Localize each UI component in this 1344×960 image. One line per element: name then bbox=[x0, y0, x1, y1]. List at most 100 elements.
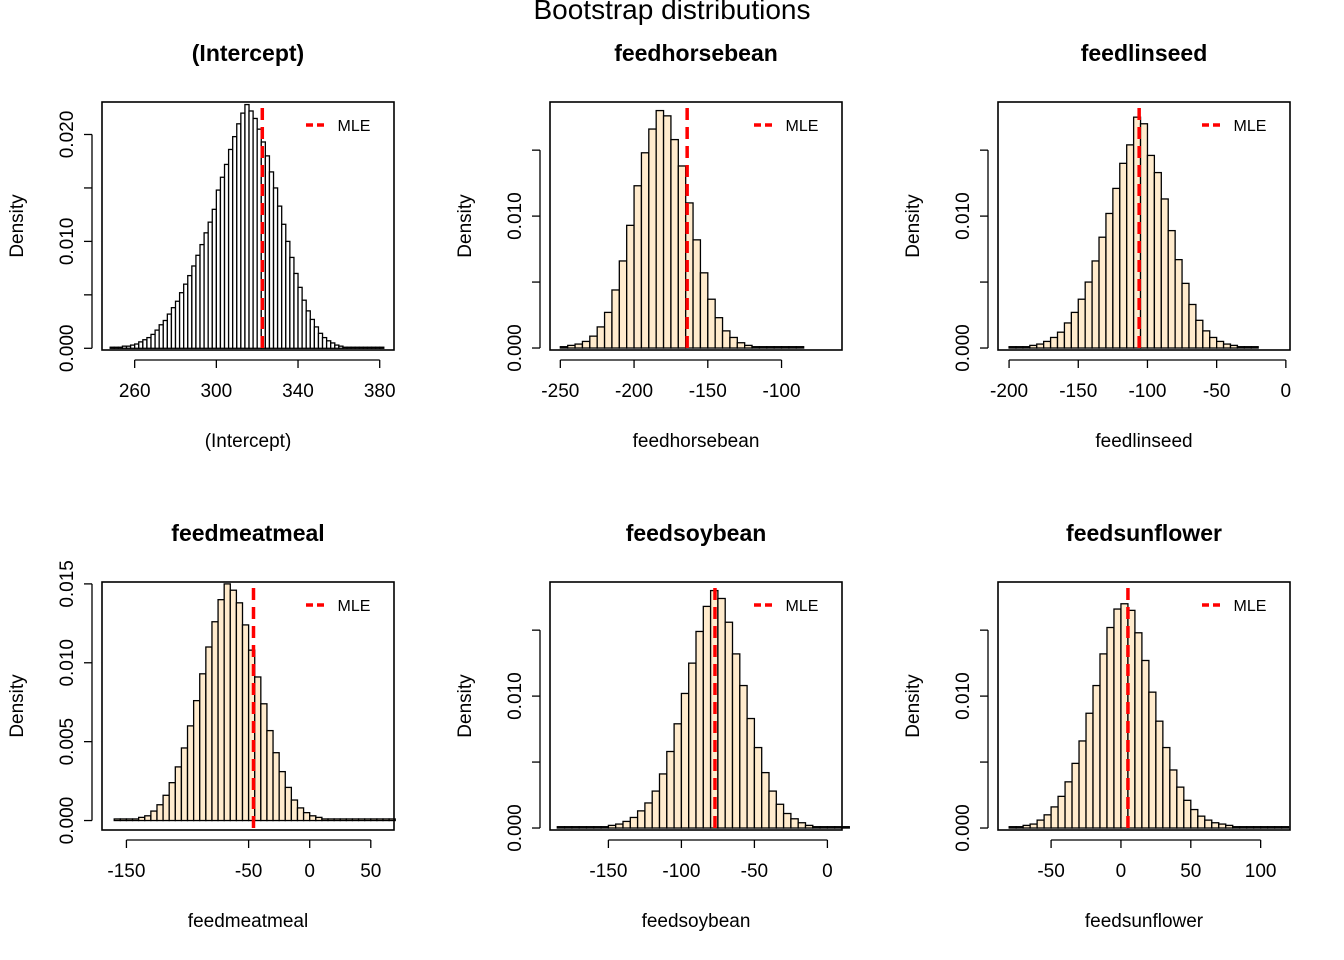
histogram-bar bbox=[309, 815, 317, 822]
legend-label: MLE bbox=[338, 598, 371, 615]
histogram-bar bbox=[673, 723, 683, 829]
x-tick-label: 50 bbox=[360, 861, 381, 882]
histogram-bar bbox=[192, 699, 201, 822]
histogram-bar bbox=[1085, 712, 1094, 829]
histogram-bar bbox=[321, 818, 329, 822]
histogram-bar bbox=[1036, 343, 1045, 349]
histogram-bar bbox=[626, 224, 635, 349]
legend-label: MLE bbox=[786, 598, 819, 615]
y-axis-label: Density bbox=[903, 194, 924, 258]
histogram-bar bbox=[205, 646, 213, 822]
histogram-bar bbox=[235, 602, 244, 822]
y-tick-label: 0.010 bbox=[953, 672, 974, 720]
histogram-bar bbox=[758, 346, 768, 349]
histogram-bar bbox=[260, 703, 268, 822]
histogram-bar bbox=[1236, 346, 1245, 349]
histogram-bar bbox=[229, 589, 238, 822]
histogram-bar bbox=[1036, 819, 1045, 829]
x-tick-label: -150 bbox=[107, 861, 145, 882]
panel-5: MLE feedsoybean -150 -100 -50 0 feedsoybean 0.0… bbox=[455, 520, 850, 932]
histogram-bar bbox=[1176, 786, 1185, 829]
histogram-bar bbox=[790, 818, 799, 829]
histogram-bar bbox=[1204, 819, 1213, 829]
histogram-bar bbox=[1155, 720, 1164, 829]
histogram-bar bbox=[578, 826, 588, 829]
histogram-bar bbox=[1160, 198, 1169, 349]
histogram-bar bbox=[795, 346, 805, 349]
x-axis-label: feedlinseed bbox=[1095, 431, 1192, 452]
y-tick-label: 0.000 bbox=[57, 325, 78, 373]
histogram-bar bbox=[1211, 822, 1220, 829]
y-axis-label: Density bbox=[455, 674, 476, 738]
x-axis-label: feedhorsebean bbox=[633, 431, 760, 452]
histogram-bar bbox=[113, 818, 121, 822]
x-axis-label: (Intercept) bbox=[205, 431, 292, 452]
histogram-bar bbox=[211, 621, 219, 822]
x-tick-label: -50 bbox=[235, 861, 262, 882]
histogram-bar bbox=[1015, 346, 1024, 349]
y-axis-label: Density bbox=[903, 674, 924, 738]
x-tick-label: -200 bbox=[615, 381, 653, 402]
plot-box bbox=[997, 581, 1291, 831]
histogram-bar bbox=[1022, 824, 1031, 829]
histogram-bar bbox=[1056, 331, 1066, 349]
histogram-bar bbox=[1134, 632, 1143, 829]
histogram-bar bbox=[648, 128, 657, 349]
histogram-bar bbox=[254, 676, 262, 822]
x-tick-label: -100 bbox=[662, 861, 700, 882]
histogram-bar bbox=[841, 826, 850, 829]
histogram-bar bbox=[223, 583, 231, 822]
x-tick-label: 340 bbox=[282, 381, 314, 402]
histogram-bar bbox=[278, 770, 286, 822]
histogram-bar bbox=[1218, 823, 1227, 829]
histogram-bar bbox=[1169, 769, 1178, 829]
panel-title: (Intercept) bbox=[192, 40, 304, 66]
histogram-bar bbox=[1232, 826, 1241, 829]
histogram-bar bbox=[1181, 282, 1190, 349]
histogram-bar bbox=[284, 786, 293, 822]
panel-4: MLE feedmeatmeal -150 -50 0 50 feedmeatmeal 0.0… bbox=[7, 520, 396, 932]
panel-title: feedlinseed bbox=[1081, 40, 1208, 66]
histogram-bar bbox=[766, 346, 775, 349]
histogram-bar bbox=[629, 816, 639, 829]
histogram-bar bbox=[1280, 826, 1290, 829]
panel-title: feedsoybean bbox=[626, 520, 767, 546]
histogram-bar bbox=[1077, 298, 1086, 349]
histogram-bar bbox=[302, 811, 311, 822]
histogram-bar bbox=[640, 152, 650, 349]
histogram-bar bbox=[1092, 684, 1101, 829]
histogram-bar bbox=[1183, 799, 1192, 829]
histogram-bar bbox=[1167, 229, 1176, 349]
histogram-bar bbox=[1112, 187, 1121, 349]
panel-1: MLE (Intercept) 260 300 340 380 (Intercept) 0.0… bbox=[7, 40, 396, 452]
histogram-bar bbox=[296, 807, 305, 822]
histogram-bar bbox=[1043, 340, 1052, 349]
histogram-bar bbox=[834, 826, 843, 829]
histogram-bar bbox=[370, 818, 378, 822]
plot-box bbox=[101, 581, 395, 831]
histogram-bar bbox=[1260, 826, 1269, 829]
histogram-bar bbox=[721, 330, 731, 349]
histogram-bar bbox=[761, 771, 770, 829]
histogram-bar bbox=[1099, 653, 1108, 829]
histogram-bar bbox=[739, 684, 748, 829]
histogram-bar bbox=[357, 818, 366, 822]
histogram-bar bbox=[1246, 826, 1255, 829]
histogram-bar bbox=[1063, 322, 1072, 349]
histogram-bar bbox=[364, 818, 372, 822]
histogram-bar bbox=[376, 818, 384, 822]
y-axis-label: Density bbox=[7, 194, 28, 258]
histogram-bar bbox=[1162, 746, 1171, 829]
histogram-bar bbox=[593, 826, 602, 829]
histogram-bar bbox=[724, 621, 734, 829]
histogram-bar bbox=[199, 673, 207, 822]
x-tick-label: -250 bbox=[541, 381, 579, 402]
y-axis-label: Density bbox=[7, 674, 28, 738]
histogram-bar bbox=[670, 138, 679, 349]
histogram-bar bbox=[736, 342, 746, 349]
histogram-bar bbox=[162, 794, 170, 822]
y-tick-label: 0.010 bbox=[57, 218, 78, 266]
histogram-bar bbox=[658, 773, 668, 829]
histogram-bar bbox=[1209, 336, 1218, 349]
x-tick-label: -150 bbox=[589, 861, 627, 882]
